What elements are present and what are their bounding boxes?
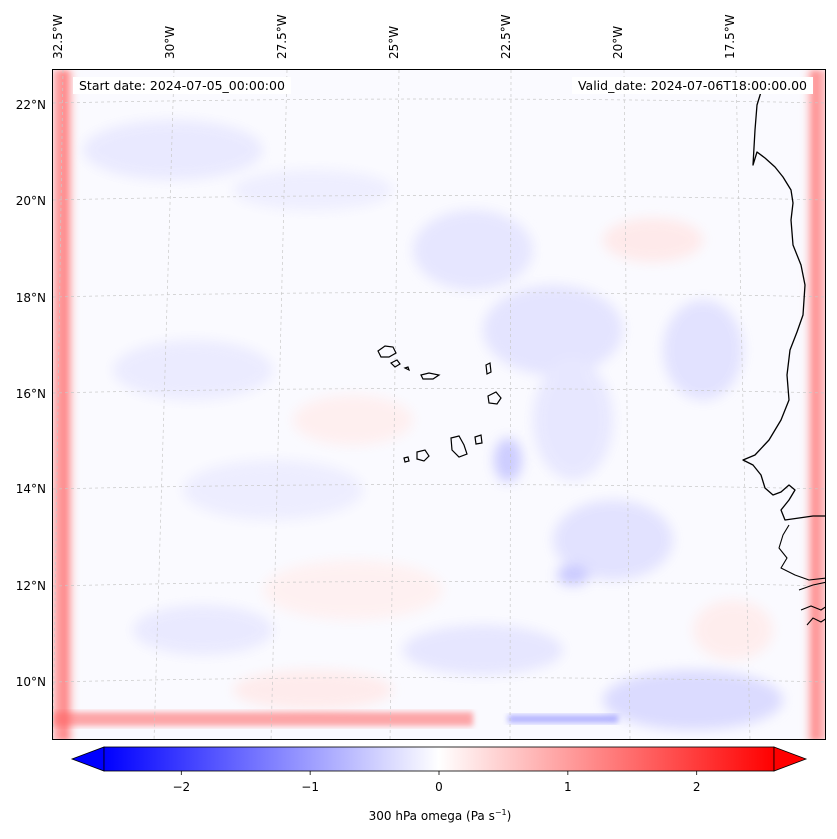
lon-label-32-5w: 32.5°W <box>51 14 65 59</box>
field-patch <box>494 438 522 482</box>
bottom-edge-band <box>53 712 473 726</box>
lon-label-17-5w: 17.5°W <box>723 14 737 59</box>
colorbar-title: 300 hPa omega (Pa s−1) <box>369 808 512 823</box>
colorbar-tick-label: 0 <box>435 780 443 794</box>
omega-field-map <box>53 70 825 739</box>
lat-label-20n: 20°N <box>15 194 46 208</box>
lat-label-18n: 18°N <box>15 291 46 305</box>
field-patch <box>483 285 623 375</box>
colorbar-title-exponent: −1 <box>494 808 507 817</box>
lon-label-27-5w: 27.5°W <box>275 14 289 59</box>
sao-vicente-island <box>389 359 401 368</box>
start-date-label: Start date: 2024-07-05_00:00:00 <box>73 77 291 94</box>
field-patch <box>413 210 533 290</box>
colorbar-extend-low <box>70 746 105 772</box>
colorbar-ticks <box>180 771 698 775</box>
lon-label-20w: 20°W <box>611 25 625 59</box>
meridian-22-5w <box>509 70 512 739</box>
colorbar-title-suffix: ) <box>506 809 512 823</box>
meridian-30w <box>153 70 175 739</box>
santa-luzia-island <box>403 366 411 372</box>
parallel-22n <box>53 98 825 104</box>
brava-island <box>403 456 410 463</box>
colorbar-tick-label: 1 <box>564 780 572 794</box>
sal-island <box>485 362 492 375</box>
field-patch <box>133 605 273 655</box>
fogo-island <box>416 449 430 462</box>
field-patch <box>233 670 393 710</box>
lat-label-22n: 22°N <box>15 98 46 112</box>
meridian-32-5w <box>53 70 64 739</box>
parallel-18n <box>53 292 825 298</box>
lat-label-10n: 10°N <box>15 675 46 689</box>
field-patch <box>263 560 443 620</box>
field-patch <box>293 395 413 445</box>
right-edge-band <box>801 70 825 739</box>
santiago-island <box>450 435 468 458</box>
meridian-17-5w <box>735 70 751 739</box>
cape-verde-islands <box>377 345 502 463</box>
boa-vista-island <box>487 391 502 405</box>
field-patch <box>183 460 363 520</box>
sao-nicolau-island <box>420 372 441 380</box>
colorbar-extend-high <box>773 746 808 772</box>
africa-coastline-south <box>778 524 825 581</box>
parallel-12n <box>53 581 825 587</box>
meridian-20w <box>623 70 631 739</box>
parallel-10n <box>53 677 825 683</box>
meridian-27-5w <box>270 70 288 739</box>
africa-coastline <box>742 91 825 521</box>
field-patch <box>83 120 263 180</box>
field-patch <box>603 218 703 262</box>
santo-antao-island <box>377 345 397 358</box>
field-patch <box>553 500 673 580</box>
parallel-14n <box>53 484 825 490</box>
colorbar <box>70 746 808 775</box>
colorbar-tick-label: −1 <box>301 780 319 794</box>
field-patch <box>693 600 773 660</box>
left-edge-band <box>53 70 79 739</box>
field-patch <box>603 670 783 730</box>
bottom-blue-band <box>508 715 618 723</box>
lon-label-30w: 30°W <box>163 25 177 59</box>
lon-label-22-5w: 22.5°W <box>499 14 513 59</box>
field-patch <box>663 300 743 400</box>
lat-label-12n: 12°N <box>15 579 46 593</box>
parallel-16n <box>53 388 825 394</box>
parallel-20n <box>53 195 825 201</box>
colorbar-body <box>103 746 775 772</box>
map-panel: Start date: 2024-07-05_00:00:00 Valid_da… <box>52 69 826 740</box>
meridian-25w <box>389 70 400 739</box>
lat-label-16n: 16°N <box>15 387 46 401</box>
field-patch <box>533 360 613 480</box>
field-patch <box>557 565 589 585</box>
lat-label-14n: 14°N <box>15 482 46 496</box>
field-patch <box>233 170 393 210</box>
graticule <box>53 70 825 739</box>
colorbar-tick-label: 2 <box>692 780 701 794</box>
maio-island <box>474 434 483 445</box>
omega-field <box>53 70 825 739</box>
colorbar-tick-label: −2 <box>172 780 191 794</box>
field-patch <box>403 625 563 675</box>
lon-label-25w: 25°W <box>387 25 401 59</box>
field-patch <box>113 340 273 400</box>
colorbar-title-prefix: 300 hPa omega (Pa s <box>368 809 495 823</box>
bijagos-coast <box>798 581 825 626</box>
valid-date-label: Valid_date: 2024-07-06T18:00:00.00 <box>571 77 813 94</box>
